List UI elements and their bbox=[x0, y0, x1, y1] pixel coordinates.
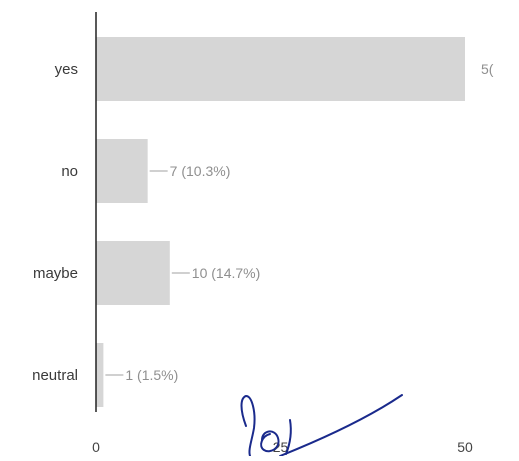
data-label-yes: 5( bbox=[481, 61, 494, 77]
handwritten-signature bbox=[240, 394, 403, 457]
labels-layer: yes 5( no 7 (10.3%) maybe 10 (14.7%) neutral 1 … bbox=[32, 61, 494, 384]
x-tick-label: 50 bbox=[457, 439, 473, 455]
bars-layer bbox=[96, 37, 465, 407]
bar-maybe bbox=[96, 241, 170, 305]
category-label-no: no bbox=[61, 163, 78, 180]
bar-no bbox=[96, 139, 148, 203]
data-label-maybe: 10 (14.7%) bbox=[192, 265, 260, 281]
category-label-yes: yes bbox=[55, 61, 78, 78]
data-label-neutral: 1 (1.5%) bbox=[125, 367, 178, 383]
x-tick-label: 25 bbox=[273, 439, 289, 455]
data-label-no: 7 (10.3%) bbox=[170, 163, 231, 179]
x-tick-label: 0 bbox=[92, 439, 100, 455]
bar-yes bbox=[96, 37, 465, 101]
category-label-maybe: maybe bbox=[33, 265, 78, 282]
bar-neutral bbox=[96, 343, 104, 407]
category-label-neutral: neutral bbox=[32, 367, 78, 384]
axis-layer: 0 25 50 bbox=[92, 12, 473, 455]
